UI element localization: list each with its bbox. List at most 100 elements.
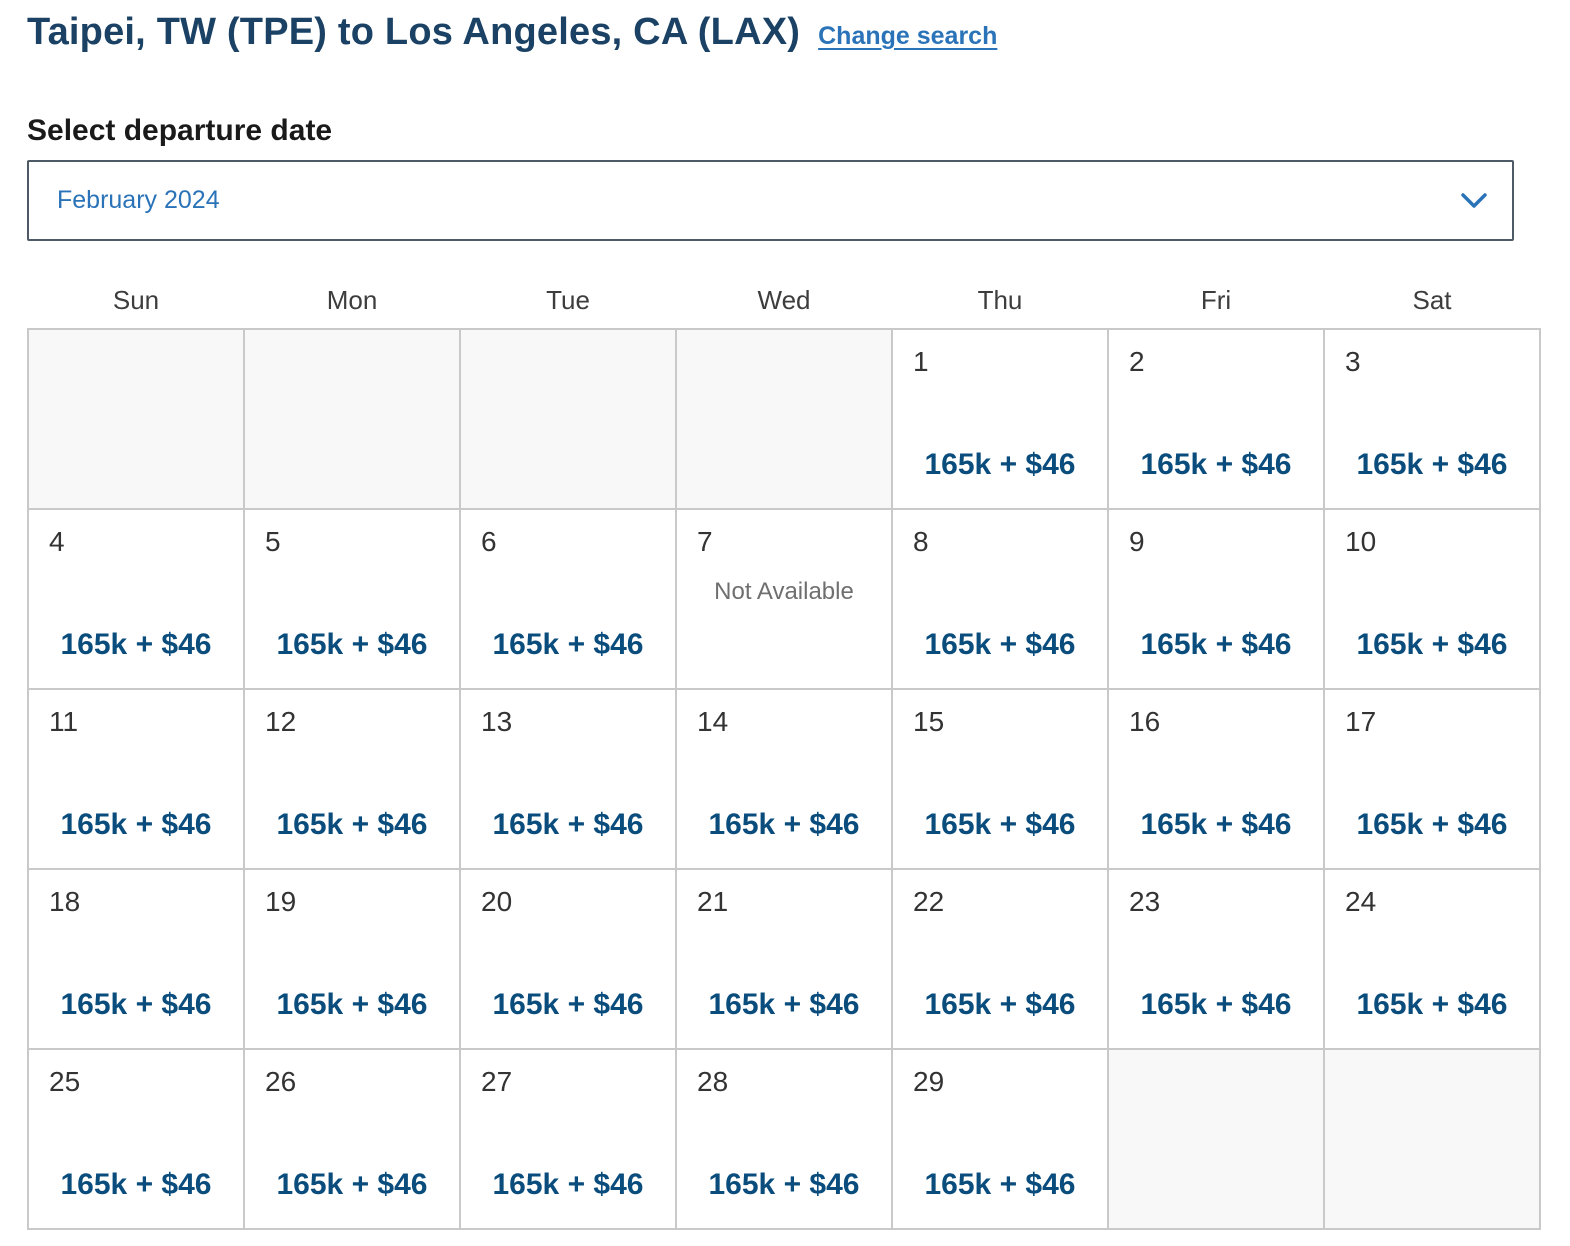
calendar-day-cell[interactable]: 22 165k + $46	[891, 867, 1109, 1050]
day-number: 18	[49, 885, 81, 917]
award-price: 165k + $46	[1140, 447, 1292, 481]
day-number: 3	[1345, 345, 1361, 377]
award-price: 165k + $46	[924, 1167, 1076, 1201]
calendar-day-cell[interactable]: 21 165k + $46	[675, 867, 893, 1050]
award-price: 165k + $46	[276, 807, 428, 841]
award-price: 165k + $46	[492, 987, 644, 1021]
day-number: 14	[697, 705, 729, 737]
calendar-day-cell[interactable]: 10 165k + $46	[1323, 507, 1541, 690]
day-number: 22	[913, 885, 945, 917]
calendar-day-cell[interactable]: 6 165k + $46	[459, 507, 677, 690]
calendar-day-cell[interactable]: 4 165k + $46	[27, 507, 245, 690]
day-number: 28	[697, 1065, 729, 1097]
calendar-empty-cell	[675, 327, 893, 510]
calendar-day-cell[interactable]: 1 165k + $46	[891, 327, 1109, 510]
change-search-link[interactable]: Change search	[818, 22, 998, 50]
calendar-empty-cell	[27, 327, 245, 510]
day-number: 13	[481, 705, 513, 737]
award-price: 165k + $46	[924, 807, 1076, 841]
calendar-day-cell[interactable]: 17 165k + $46	[1323, 687, 1541, 870]
route-header: Taipei, TW (TPE) to Los Angeles, CA (LAX…	[27, 10, 1540, 56]
award-price: 165k + $46	[924, 987, 1076, 1021]
day-number: 26	[265, 1065, 297, 1097]
calendar-day-cell[interactable]: 18 165k + $46	[27, 867, 245, 1050]
day-number: 19	[265, 885, 297, 917]
day-number: 21	[697, 885, 729, 917]
day-number: 17	[1345, 705, 1377, 737]
calendar-day-cell[interactable]: 16 165k + $46	[1107, 687, 1325, 870]
calendar-day-cell[interactable]: 26 165k + $46	[243, 1047, 461, 1230]
calendar-day-cell[interactable]: 8 165k + $46	[891, 507, 1109, 690]
calendar-week-row: 4 165k + $46 5 165k + $46 6 165k + $46 7 Not Av…	[27, 507, 1541, 690]
award-price: 165k + $46	[708, 987, 860, 1021]
calendar-day-cell[interactable]: 13 165k + $46	[459, 687, 677, 870]
calendar-week-row: 1 165k + $46 2 165k + $46 3 165k + $46	[27, 327, 1541, 510]
weekday-header: Thu	[977, 284, 1023, 315]
award-price: 165k + $46	[492, 627, 644, 661]
calendar-day-cell[interactable]: 11 165k + $46	[27, 687, 245, 870]
award-price: 165k + $46	[276, 987, 428, 1021]
award-price: 165k + $46	[492, 807, 644, 841]
calendar-day-cell[interactable]: 5 165k + $46	[243, 507, 461, 690]
month-dropdown[interactable]: February 2024	[27, 159, 1514, 241]
award-price: 165k + $46	[492, 1167, 644, 1201]
award-price: 165k + $46	[924, 627, 1076, 661]
award-price: 165k + $46	[60, 627, 212, 661]
award-price: 165k + $46	[60, 807, 212, 841]
departure-date-label: Select departure date	[27, 113, 333, 147]
calendar-day-cell[interactable]: 23 165k + $46	[1107, 867, 1325, 1050]
calendar-day-cell[interactable]: 2 165k + $46	[1107, 327, 1325, 510]
calendar-day-cell[interactable]: 12 165k + $46	[243, 687, 461, 870]
day-number: 1	[913, 345, 929, 377]
day-number: 29	[913, 1065, 945, 1097]
chevron-down-icon	[1460, 192, 1488, 209]
weekday-header-row: Sun Mon Tue Wed Thu Fri Sat	[28, 285, 1540, 329]
award-price: 165k + $46	[708, 1167, 860, 1201]
award-price: 165k + $46	[924, 447, 1076, 481]
award-price: 165k + $46	[276, 1167, 428, 1201]
day-number: 25	[49, 1065, 81, 1097]
calendar-week-row: 18 165k + $46 19 165k + $46 20 165k + $46 21 16…	[27, 867, 1541, 1050]
day-number: 8	[913, 525, 929, 557]
award-price: 165k + $46	[1356, 987, 1508, 1021]
calendar-day-cell[interactable]: 24 165k + $46	[1323, 867, 1541, 1050]
calendar-week-row: 25 165k + $46 26 165k + $46 27 165k + $46 28 16…	[27, 1047, 1541, 1230]
day-number: 11	[49, 705, 79, 737]
calendar-day-cell[interactable]: 14 165k + $46	[675, 687, 893, 870]
day-number: 6	[481, 525, 497, 557]
calendar-day-cell[interactable]: 29 165k + $46	[891, 1047, 1109, 1230]
calendar-empty-cell	[243, 327, 461, 510]
month-dropdown-value: February 2024	[57, 185, 220, 214]
day-number: 10	[1345, 525, 1377, 557]
day-number: 5	[265, 525, 281, 557]
calendar-body: 1 165k + $46 2 165k + $46 3 165k + $46 4 165k +…	[27, 327, 1541, 1230]
award-price: 165k + $46	[1356, 447, 1508, 481]
award-price: 165k + $46	[708, 807, 860, 841]
day-number: 15	[913, 705, 945, 737]
calendar-table: Sun Mon Tue Wed Thu Fri Sat 1 165k + $46 2 165k +…	[27, 285, 1541, 1230]
day-number: 16	[1129, 705, 1161, 737]
day-number: 12	[265, 705, 297, 737]
day-number: 4	[49, 525, 65, 557]
calendar-day-cell[interactable]: 20 165k + $46	[459, 867, 677, 1050]
weekday-header: Fri	[1200, 284, 1232, 315]
calendar-day-cell[interactable]: 19 165k + $46	[243, 867, 461, 1050]
weekday-header: Sun	[112, 284, 160, 315]
calendar-day-cell[interactable]: 9 165k + $46	[1107, 507, 1325, 690]
calendar-day-cell[interactable]: 27 165k + $46	[459, 1047, 677, 1230]
award-price: 165k + $46	[1356, 627, 1508, 661]
day-number: 27	[481, 1065, 513, 1097]
calendar-empty-cell	[1323, 1047, 1541, 1230]
award-price: 165k + $46	[1140, 987, 1292, 1021]
award-price: 165k + $46	[1140, 807, 1292, 841]
calendar-day-cell[interactable]: 25 165k + $46	[27, 1047, 245, 1230]
weekday-header: Sat	[1412, 284, 1452, 315]
day-number: 24	[1345, 885, 1377, 917]
calendar-day-cell[interactable]: 28 165k + $46	[675, 1047, 893, 1230]
calendar-day-cell[interactable]: 15 165k + $46	[891, 687, 1109, 870]
not-available-label: Not Available	[714, 577, 854, 605]
calendar-day-cell[interactable]: 3 165k + $46	[1323, 327, 1541, 510]
calendar-empty-cell	[1107, 1047, 1325, 1230]
day-number: 20	[481, 885, 513, 917]
